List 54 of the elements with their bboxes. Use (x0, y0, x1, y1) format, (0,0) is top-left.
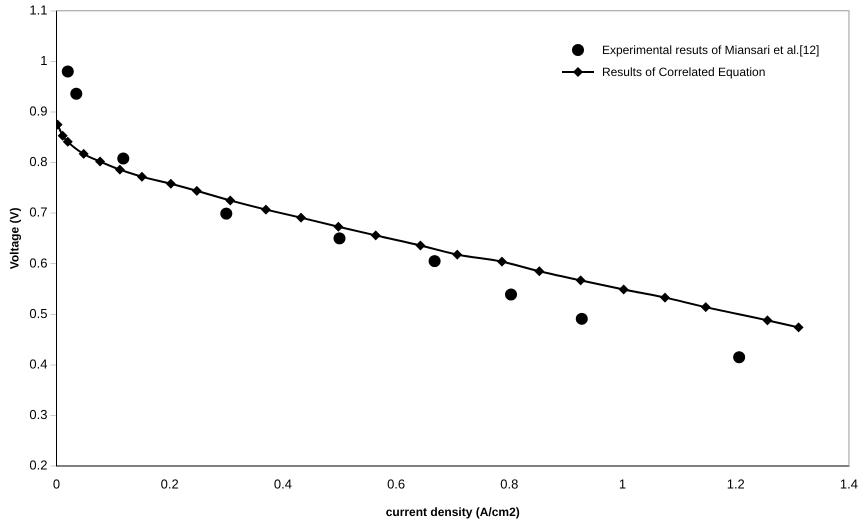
legend-label: Results of Correlated Equation (602, 64, 766, 81)
point (136, 172, 147, 182)
y-axis-title: Voltage (V) (8, 208, 22, 270)
point (220, 208, 232, 220)
point (62, 136, 73, 147)
y-tick-label: 0.9 (29, 104, 48, 119)
y-tick-label: 0.7 (29, 204, 48, 220)
point (192, 186, 202, 196)
x-tick-label: 0.6 (387, 476, 406, 492)
point (428, 255, 441, 268)
x-tick-label: 0.2 (160, 476, 179, 492)
x-tick-label: 1 (618, 476, 626, 492)
point (794, 322, 804, 332)
point (70, 88, 82, 100)
point (733, 351, 746, 364)
point (114, 164, 125, 175)
y-tick-label: 0.5 (29, 306, 48, 321)
point (225, 195, 236, 206)
y-tick-label: 0.6 (29, 255, 48, 270)
y-tick-label: 0.2 (29, 458, 48, 473)
point (296, 212, 306, 223)
legend-label: Experimental resuts of Miansari et al.[12] (602, 42, 820, 59)
y-tick-label: 1 (40, 52, 48, 68)
point (576, 312, 588, 325)
y-tick-label: 0.3 (29, 407, 48, 422)
x-tick-label: 1.2 (726, 476, 745, 492)
y-tick-label: 1.1 (29, 2, 48, 18)
point (576, 275, 586, 286)
point (660, 292, 670, 303)
x-tick-label: 0.4 (274, 476, 292, 492)
point (700, 302, 711, 312)
point (95, 156, 106, 167)
point (62, 65, 74, 78)
point (618, 284, 629, 294)
x-tick-label: 1.4 (840, 476, 858, 492)
point (534, 266, 544, 276)
point (260, 204, 271, 215)
point (762, 315, 772, 326)
point (415, 240, 426, 250)
x-tick-label: 0 (52, 476, 60, 492)
point (334, 232, 346, 244)
point (370, 230, 381, 240)
x-tick-label: 0.8 (500, 476, 518, 492)
y-tick-label: 0.4 (29, 356, 48, 372)
point (78, 148, 89, 159)
y-tick-label: 0.8 (29, 154, 48, 170)
point (496, 256, 507, 267)
point (117, 152, 130, 164)
point (333, 222, 344, 232)
point (505, 288, 518, 301)
point (58, 130, 68, 141)
point (452, 250, 462, 260)
point (166, 178, 176, 189)
x-axis-title: current density (A/cm2) (386, 505, 520, 520)
